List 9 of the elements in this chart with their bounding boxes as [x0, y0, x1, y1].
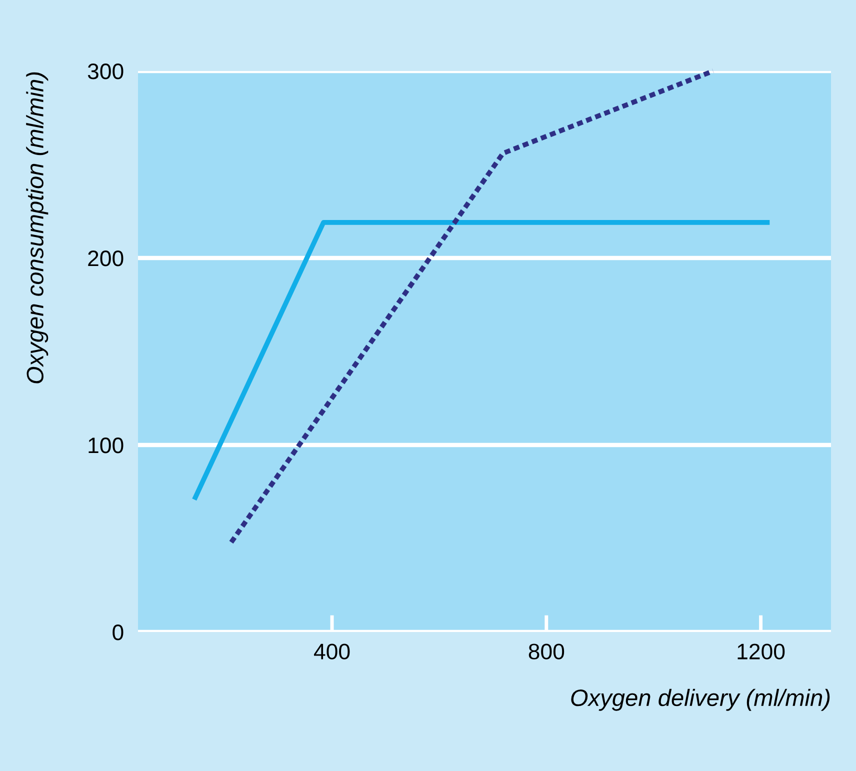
x-tick-label: 800: [528, 644, 564, 660]
y-tick-label: 0: [112, 624, 124, 640]
x-axis-title: Oxygen delivery (ml/min): [571, 688, 830, 711]
y-tick-label: 200: [88, 250, 124, 266]
x-tick-label: 400: [314, 644, 350, 660]
y-axis-title: Oxygen consumption (ml/min): [26, 72, 48, 384]
y-tick-label: 300: [88, 64, 124, 80]
x-tick-label: 1200: [738, 644, 785, 660]
y-tick-label: 100: [88, 438, 124, 454]
